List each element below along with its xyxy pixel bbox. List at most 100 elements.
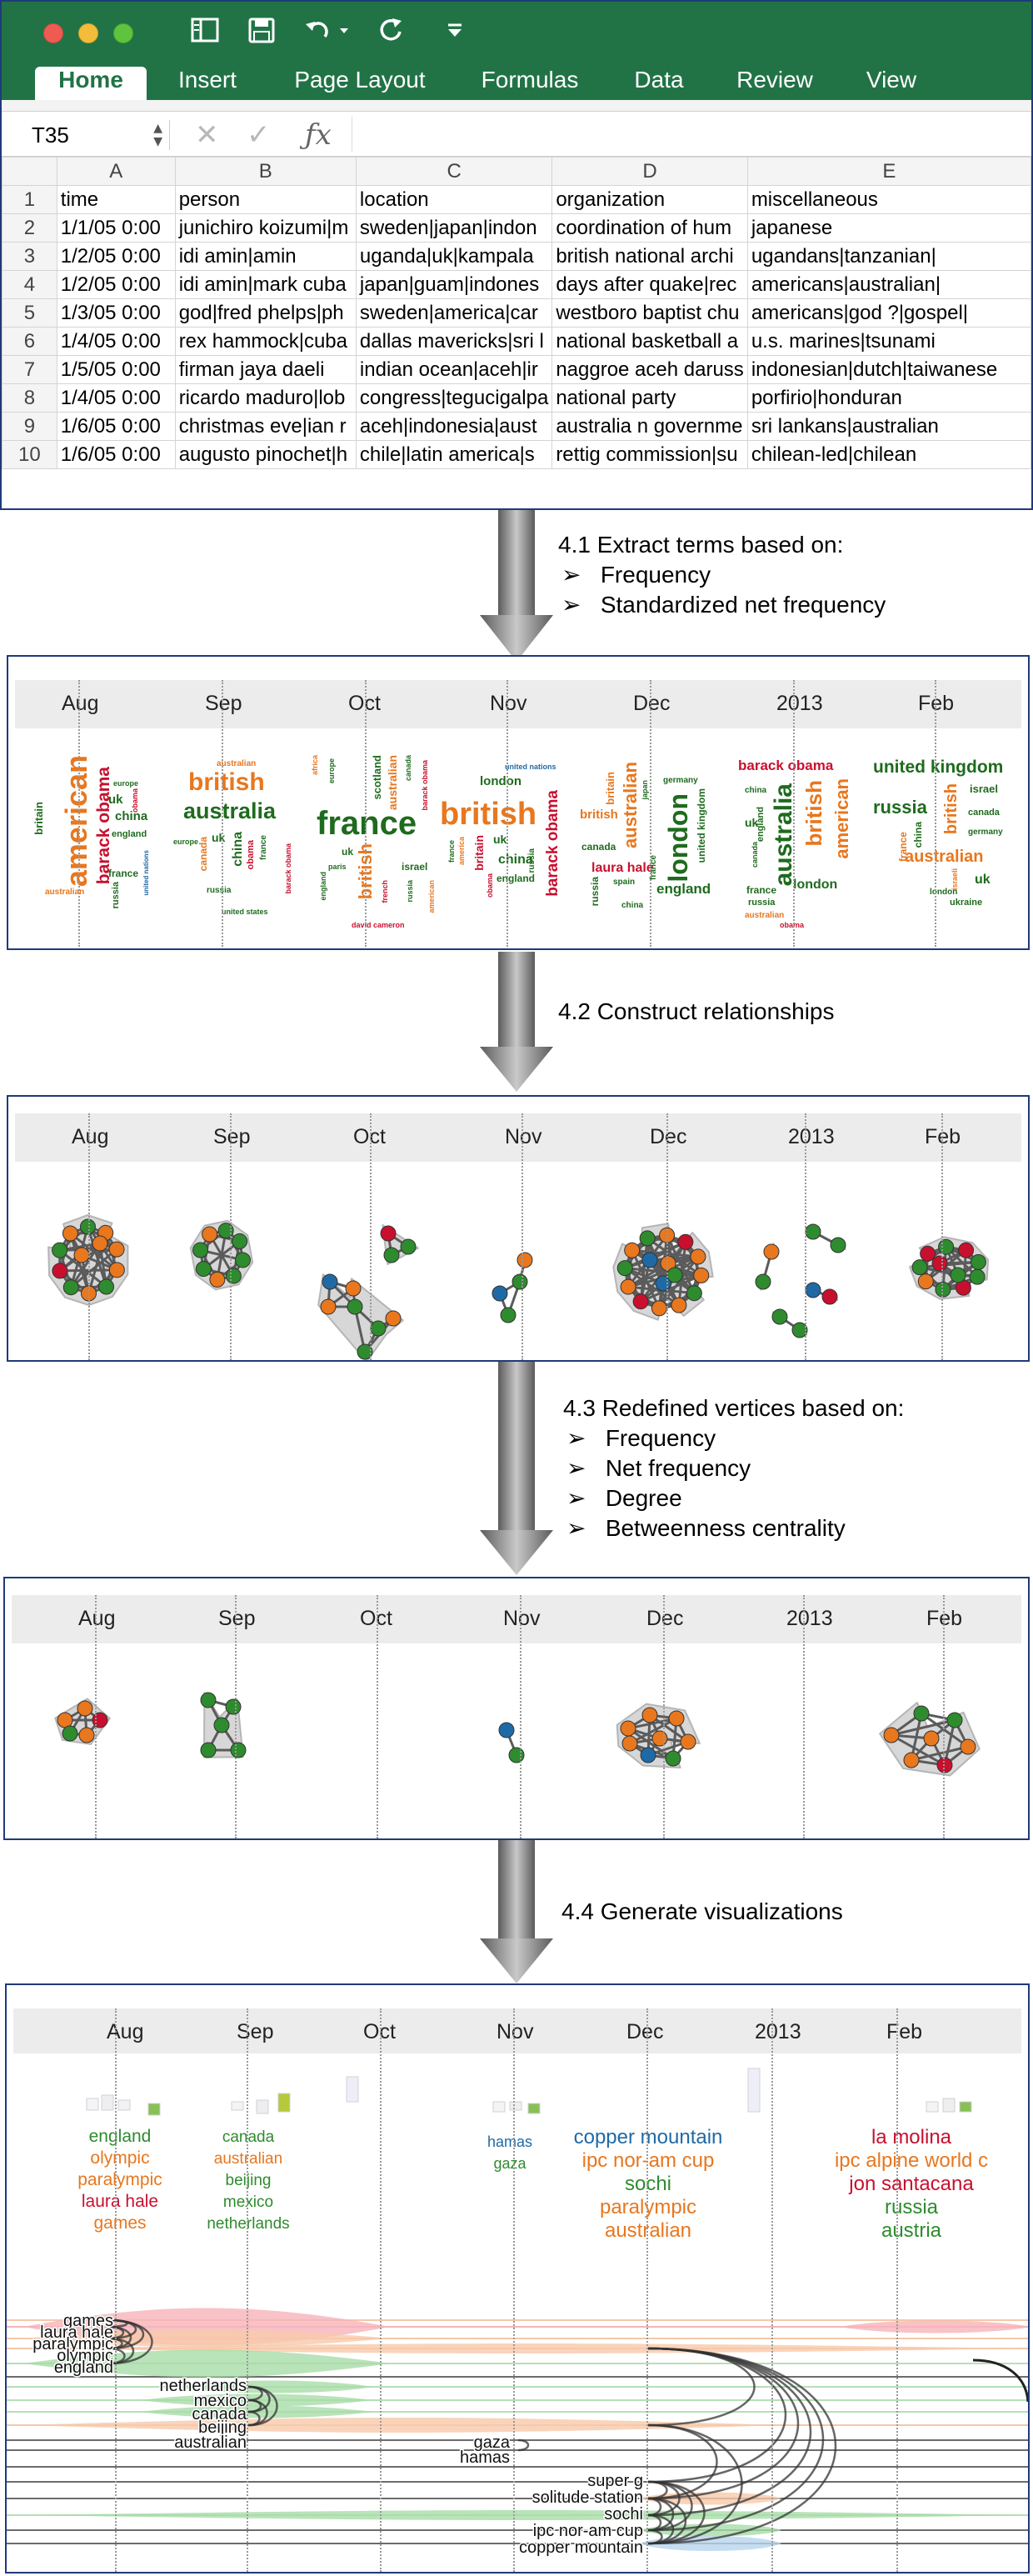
table-cell[interactable]: british national archi <box>551 242 748 271</box>
table-cell[interactable]: u.s. marines|tsunami <box>746 327 1031 356</box>
sidebar-icon[interactable] <box>188 17 222 47</box>
name-box[interactable]: T35 ▲ ▼ <box>20 120 170 150</box>
table-cell[interactable]: japan|guam|indones <box>355 270 553 299</box>
step-bullet: ➢ Frequency <box>558 560 886 590</box>
table-cell[interactable]: 1/1/05 0:00 <box>56 213 176 243</box>
activity-bar <box>959 2101 972 2113</box>
table-cell[interactable]: 1/3/05 0:00 <box>56 298 176 328</box>
table-cell[interactable]: chile|latin america|s <box>355 440 553 469</box>
table-cell[interactable]: god|fred phelps|ph <box>174 298 357 328</box>
cloud-term: american <box>59 755 93 888</box>
table-cell[interactable]: location <box>355 185 553 214</box>
table-cell[interactable]: days after quake|rec <box>551 270 748 299</box>
column-header[interactable]: D <box>551 157 748 186</box>
row-header[interactable]: 1 <box>2 185 57 214</box>
table-cell[interactable]: coordination of hum <box>551 213 748 243</box>
table-cell[interactable]: time <box>56 185 176 214</box>
table-cell[interactable]: 1/5/05 0:00 <box>56 355 176 384</box>
table-cell[interactable]: aceh|indonesia|aust <box>355 412 553 441</box>
table-cell[interactable]: 1/6/05 0:00 <box>56 412 176 441</box>
table-cell[interactable]: westboro baptist chu <box>551 298 748 328</box>
table-cell[interactable]: miscellaneous <box>746 185 1031 214</box>
cloud-term: australian <box>620 762 641 848</box>
undo-icon[interactable] <box>303 17 353 47</box>
down-arrow-icon <box>480 510 553 662</box>
table-cell[interactable]: person <box>174 185 357 214</box>
table-cell[interactable]: congress|tegucigalpa <box>355 383 553 413</box>
tab-review[interactable]: Review <box>736 67 813 93</box>
table-cell[interactable]: junichiro koizumi|m <box>174 213 357 243</box>
name-box-stepper-icon[interactable]: ▲ ▼ <box>153 122 162 148</box>
select-all-corner[interactable] <box>2 157 57 186</box>
table-cell[interactable]: 1/4/05 0:00 <box>56 383 176 413</box>
save-icon[interactable] <box>245 17 278 47</box>
row-header[interactable]: 4 <box>2 270 57 299</box>
row-header[interactable]: 7 <box>2 355 57 384</box>
table-cell[interactable]: rex hammock|cuba <box>174 327 357 356</box>
tab-view[interactable]: View <box>866 67 917 93</box>
table-cell[interactable]: sweden|america|car <box>355 298 553 328</box>
row-header[interactable]: 2 <box>2 213 57 243</box>
table-cell[interactable]: 1/2/05 0:00 <box>56 270 176 299</box>
table-cell[interactable]: firman jaya daeli <box>174 355 357 384</box>
graph-vertex <box>320 1298 337 1315</box>
formula-input[interactable] <box>352 117 1018 152</box>
table-cell[interactable]: ricardo maduro|lob <box>174 383 357 413</box>
table-cell[interactable]: augusto pinochet|h <box>174 440 357 469</box>
table-cell[interactable]: japanese <box>746 213 1031 243</box>
table-cell[interactable]: 1/6/05 0:00 <box>56 440 176 469</box>
row-header[interactable]: 6 <box>2 327 57 356</box>
graph-cluster <box>771 1308 808 1338</box>
table-cell[interactable]: 1/2/05 0:00 <box>56 242 176 271</box>
tab-data[interactable]: Data <box>634 67 684 93</box>
column-header[interactable]: E <box>746 157 1031 186</box>
cloud-term: obama <box>486 873 494 898</box>
table-cell[interactable]: 1/4/05 0:00 <box>56 327 176 356</box>
minimize-window-button[interactable] <box>78 23 98 43</box>
table-cell[interactable]: sweden|japan|indon <box>355 213 553 243</box>
cancel-icon[interactable]: ✕ <box>195 118 219 152</box>
table-cell[interactable]: americans|god ?|gospel| <box>746 298 1031 328</box>
redo-icon[interactable] <box>375 17 408 47</box>
table-cell[interactable]: americans|australian| <box>746 270 1031 299</box>
month-gridline <box>793 680 795 947</box>
table-cell[interactable]: porfirio|honduran <box>746 383 1031 413</box>
table-cell[interactable]: idi amin|mark cuba <box>174 270 357 299</box>
zoom-window-button[interactable] <box>113 23 133 43</box>
row-header[interactable]: 10 <box>2 440 57 469</box>
table-cell[interactable]: national party <box>551 383 748 413</box>
bullet-text: Degree <box>605 1485 682 1511</box>
table-cell[interactable]: dallas mavericks|sri l <box>355 327 553 356</box>
table-cell[interactable]: organization <box>551 185 748 214</box>
co-occurrence-arc <box>647 2423 743 2545</box>
table-cell[interactable]: indian ocean|aceh|ir <box>355 355 553 384</box>
function-icon[interactable]: ƒx <box>305 118 332 152</box>
tab-insert[interactable]: Insert <box>177 67 237 93</box>
column-header[interactable]: C <box>355 157 553 186</box>
table-cell[interactable]: indonesian|dutch|taiwanese <box>746 355 1031 384</box>
column-header[interactable]: A <box>56 157 176 186</box>
table-cell[interactable]: national basketball a <box>551 327 748 356</box>
column-header[interactable]: B <box>174 157 357 186</box>
table-cell[interactable]: australia n governme <box>551 412 748 441</box>
table-cell[interactable]: rettig commission|su <box>551 440 748 469</box>
row-header[interactable]: 8 <box>2 383 57 413</box>
tab-page-layout[interactable]: Page Layout <box>294 67 426 93</box>
activity-bar <box>117 2099 131 2111</box>
graph-edge <box>629 1717 677 1745</box>
customize-toolbar-icon[interactable] <box>438 17 472 47</box>
table-cell[interactable]: christmas eve|ian r <box>174 412 357 441</box>
enter-icon[interactable]: ✓ <box>247 118 271 152</box>
tab-home[interactable]: Home <box>35 67 147 100</box>
tab-formulas[interactable]: Formulas <box>481 67 579 93</box>
table-cell[interactable]: chilean-led|chilean <box>746 440 1031 469</box>
row-header[interactable]: 5 <box>2 298 57 328</box>
row-header[interactable]: 3 <box>2 242 57 271</box>
table-cell[interactable]: naggroe aceh daruss <box>551 355 748 384</box>
row-header[interactable]: 9 <box>2 412 57 441</box>
table-cell[interactable]: idi amin|amin <box>174 242 357 271</box>
close-window-button[interactable] <box>43 23 63 43</box>
table-cell[interactable]: sri lankans|australian <box>746 412 1031 441</box>
table-cell[interactable]: uganda|uk|kampala <box>355 242 553 271</box>
table-cell[interactable]: ugandans|tanzanian| <box>746 242 1031 271</box>
